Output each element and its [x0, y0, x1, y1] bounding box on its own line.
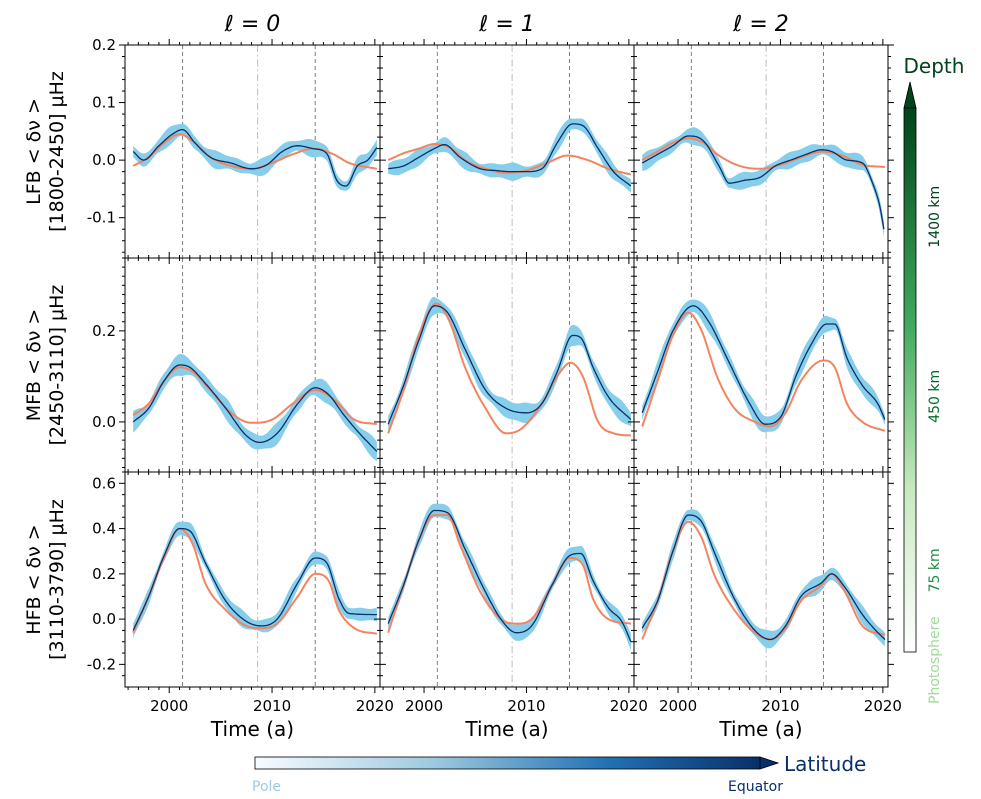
row-label-line2: [3110-3790] μHz [46, 499, 68, 660]
x-tick-label: 2010 [761, 697, 799, 715]
y-tick-label: 0.6 [92, 474, 116, 492]
depth-colorbar-label: Photosphere [927, 616, 943, 704]
depth-colorbar-labels: 1400 km 450 km 75 km Photosphere [927, 186, 943, 704]
row-label-line2: [2450-3110] μHz [46, 285, 68, 446]
row-label-line1: MFB < δν > [23, 309, 45, 422]
x-tick-label: 2000 [150, 697, 188, 715]
model-series-line [641, 311, 886, 432]
observed-uncertainty-band [642, 127, 884, 237]
depth-colorbar-label: 75 km [927, 548, 943, 592]
x-tick-label: 2020 [864, 697, 902, 715]
y-tick-label: 0.2 [92, 36, 116, 54]
latitude-colorbar-gradient [254, 756, 761, 770]
observed-series-line [388, 123, 632, 187]
y-tick-label: 0.0 [92, 610, 116, 628]
observed-series-line [132, 364, 378, 452]
panel-r2-c2 [374, 252, 640, 478]
column-title: ℓ = 1 [478, 12, 535, 37]
column-title: ℓ = 0 [224, 12, 281, 37]
y-tick-label: 0.0 [92, 413, 116, 431]
x-tick-label: 2020 [356, 697, 394, 715]
y-tick-label: -0.1 [87, 209, 116, 227]
x-tick-label: 2020 [610, 697, 648, 715]
panel-r2-c1 [119, 252, 386, 478]
axis-labels: -0.1 0.0 0.1 0.2 ℓ = 0 ℓ = 1 ℓ = 2 LFB < δν > [1… [23, 12, 902, 741]
panel-r3-c2 [374, 466, 640, 693]
panel-r1-c2 [374, 39, 640, 264]
y-tick-label: 0.1 [92, 94, 116, 112]
y-tick-label: 0.2 [92, 565, 116, 583]
latitude-colorbar-equator-label: Equator [728, 779, 783, 795]
observed-series-line [387, 509, 632, 642]
row-label-line1: LFB < δν > [23, 98, 45, 205]
model-series-line [132, 366, 378, 426]
observed-uncertainty-band [642, 509, 885, 649]
panel-r1-c1 [119, 39, 386, 264]
observed-series-line [132, 128, 378, 187]
panel-frame [124, 471, 381, 688]
x-tick-label: 2000 [659, 697, 697, 715]
model-series-line [387, 514, 632, 634]
observed-series-line [641, 135, 885, 230]
panel-r2-c3 [628, 252, 894, 478]
x-tick-label: 2010 [507, 697, 545, 715]
depth-colorbar: Depth 1400 km 450 km 75 km Photosphere [903, 54, 965, 704]
x-axis-label: Time (a) [718, 717, 802, 741]
row-label-line1: HFB < δν > [23, 524, 45, 634]
latitude-colorbar-arrow [759, 756, 780, 770]
panel-grid [119, 39, 894, 693]
y-tick-label: 0.0 [92, 151, 116, 169]
observed-series-line [387, 305, 632, 425]
observed-series-line [641, 514, 886, 641]
observed-uncertainty-band [133, 521, 377, 638]
x-tick-label: 2000 [405, 697, 443, 715]
observed-uncertainty-band [642, 299, 885, 433]
y-tick-label: 0.4 [92, 520, 116, 538]
panel-frame [379, 471, 635, 688]
column-title: ℓ = 2 [732, 12, 789, 37]
panel-frame [124, 44, 381, 259]
model-series-line [132, 527, 378, 635]
x-axis-label: Time (a) [464, 717, 548, 741]
depth-colorbar-label: 450 km [927, 370, 943, 423]
y-tick-label: 0.2 [92, 322, 116, 340]
panel-r3-c1 [119, 466, 386, 693]
panel-frame [379, 257, 635, 473]
x-axis-label: Time (a) [210, 717, 294, 741]
x-tick-label: 2010 [253, 697, 291, 715]
latitude-colorbar-pole-label: Pole [252, 779, 281, 795]
y-tick-label: -0.2 [87, 655, 116, 673]
observed-series-line [132, 527, 377, 631]
model-series-line [387, 143, 632, 176]
observed-uncertainty-band [133, 123, 377, 191]
model-series-line [641, 137, 885, 170]
depth-colorbar-gradient [903, 107, 917, 653]
observed-series-line [641, 305, 886, 425]
panel-r1-c3 [628, 39, 894, 264]
depth-colorbar-title: Depth [904, 54, 965, 78]
panel-r3-c3 [628, 466, 894, 693]
depth-colorbar-arrow [903, 81, 917, 109]
observed-uncertainty-band [388, 296, 631, 433]
row-label-line2: [1800-2450] μHz [46, 71, 68, 232]
latitude-colorbar: Latitude Pole Equator [252, 752, 866, 795]
observed-uncertainty-band [133, 354, 377, 462]
panel-frame [633, 471, 889, 688]
latitude-colorbar-title: Latitude [784, 752, 866, 776]
depth-colorbar-label: 1400 km [927, 186, 943, 248]
observed-uncertainty-band [388, 118, 631, 193]
